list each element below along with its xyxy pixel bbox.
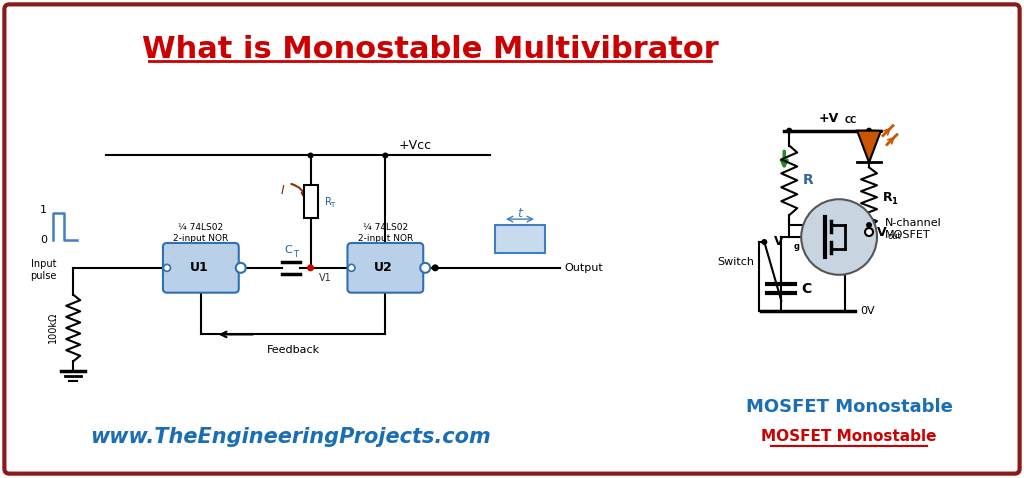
- Circle shape: [866, 222, 872, 228]
- Text: N-channel
MOSFET: N-channel MOSFET: [885, 218, 942, 240]
- Text: Output: Output: [565, 263, 603, 273]
- Text: CC: CC: [845, 116, 857, 125]
- FancyBboxPatch shape: [347, 243, 423, 293]
- Circle shape: [866, 128, 872, 134]
- Circle shape: [420, 263, 430, 273]
- FancyBboxPatch shape: [4, 4, 1020, 474]
- Text: +Vcc: +Vcc: [398, 139, 432, 152]
- Text: 1: 1: [891, 197, 897, 206]
- Text: V: V: [774, 236, 783, 249]
- Text: MOSFET Monostable: MOSFET Monostable: [761, 429, 937, 445]
- Circle shape: [348, 264, 355, 272]
- Text: R: R: [325, 197, 332, 206]
- Text: R: R: [803, 174, 814, 187]
- Text: www.TheEngineeringProjects.com: www.TheEngineeringProjects.com: [90, 427, 490, 447]
- Text: 0V: 0V: [860, 305, 874, 315]
- Circle shape: [164, 264, 170, 272]
- Text: T: T: [293, 250, 298, 260]
- Text: +V: +V: [819, 112, 840, 125]
- Text: ¼ 74LS02
2-input NOR: ¼ 74LS02 2-input NOR: [173, 223, 228, 243]
- Text: t: t: [517, 206, 522, 220]
- Circle shape: [865, 228, 873, 236]
- Circle shape: [432, 264, 438, 272]
- Text: U1: U1: [189, 261, 208, 274]
- Text: V1: V1: [318, 273, 332, 283]
- Text: C: C: [285, 245, 293, 255]
- Text: T: T: [331, 202, 335, 208]
- Text: 100kΩ: 100kΩ: [48, 312, 58, 343]
- Circle shape: [236, 263, 246, 273]
- Text: V: V: [877, 226, 887, 239]
- FancyBboxPatch shape: [163, 243, 239, 293]
- Circle shape: [801, 199, 877, 275]
- Circle shape: [382, 152, 388, 159]
- Circle shape: [761, 239, 767, 245]
- Text: Feedback: Feedback: [266, 345, 319, 355]
- Circle shape: [307, 152, 313, 159]
- Text: g: g: [794, 242, 800, 251]
- Text: Switch: Switch: [718, 257, 755, 267]
- Polygon shape: [857, 130, 881, 163]
- Text: C: C: [801, 282, 811, 296]
- Text: 1: 1: [40, 205, 47, 215]
- Text: U2: U2: [374, 261, 393, 274]
- Text: What is Monostable Multivibrator: What is Monostable Multivibrator: [142, 34, 719, 64]
- Circle shape: [786, 128, 793, 134]
- Text: out: out: [888, 231, 902, 240]
- Text: MOSFET Monostable: MOSFET Monostable: [745, 398, 952, 416]
- Circle shape: [307, 264, 314, 272]
- Text: ¼ 74LS02
2-input NOR: ¼ 74LS02 2-input NOR: [357, 223, 413, 243]
- FancyBboxPatch shape: [303, 185, 317, 218]
- Text: I: I: [281, 184, 285, 197]
- Text: Input
pulse: Input pulse: [30, 259, 56, 281]
- Text: 0: 0: [40, 235, 47, 245]
- Text: R: R: [883, 191, 893, 204]
- FancyBboxPatch shape: [495, 225, 545, 253]
